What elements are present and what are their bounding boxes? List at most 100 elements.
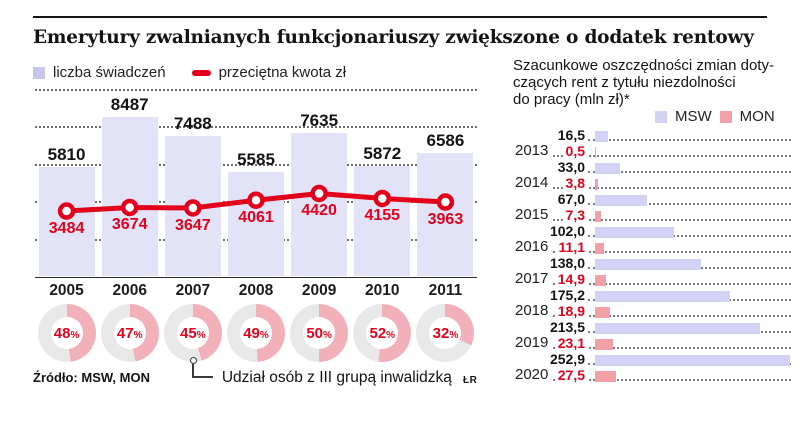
line-value-2010: 4155 [364,207,401,225]
leader-dots [553,315,791,317]
line-marker-2007 [184,199,202,217]
donut-hole-2010: 52% [366,317,399,349]
msw-bar-2014 [595,163,621,174]
line-value-2005: 3484 [48,220,85,238]
mon-bar-2020 [595,371,617,382]
bar-value-2006: 8487 [110,95,149,115]
msw-legend-swatch [655,110,667,123]
callout-line-horizontal [191,376,213,378]
donut-2010: 52% [353,304,412,362]
msw-value-2019: 213,5 [546,319,588,335]
msw-value-2018: 175,2 [546,287,588,303]
line-value-2011: 3963 [427,211,464,229]
line-value-2006: 3674 [111,216,148,234]
line-marker-2009 [310,184,328,203]
msw-value-2013: 16,5 [554,127,588,143]
msw-value-2014: 33,0 [554,159,588,175]
donut-hole-2009: 50% [303,317,336,349]
line-value-2008: 4061 [238,209,274,227]
donut-hole-2008: 49% [240,317,272,349]
percent-sign: % [133,329,143,341]
benefits-chart-legend: liczba świadczeń przeciętna kwota zł [33,64,346,81]
savings-row-msw-2018: 175,2 [515,285,791,303]
x-tick-2007: 2007 [175,282,211,299]
x-tick-2011: 2011 [428,282,463,299]
savings-title-line-3: do pracy (mln zł)* [513,91,630,108]
percent-sign: % [386,329,396,341]
x-tick-2005: 2005 [49,282,84,299]
mon-value-2017: 14,9 [554,271,588,287]
percent-sign: % [196,329,206,341]
x-tick-2010: 2010 [365,282,400,299]
benefits-legend-swatch [33,66,45,79]
leader-dots [553,379,791,381]
bar-value-2011: 6586 [426,130,465,150]
mon-value-2018: 18,9 [554,303,588,319]
leader-dots [588,235,791,237]
donut-2006: 47% [100,304,159,362]
line-value-2007: 3647 [175,216,211,234]
leader-dots [553,283,791,285]
savings-title-line-1: Szacunkowe oszczędności zmian doty- [513,57,774,74]
gridline-6000 [35,163,477,166]
x-tick-2009: 2009 [301,282,337,299]
msw-bar-2017 [595,259,702,270]
bar-value-2009: 7635 [300,111,339,131]
line-marker-2010 [373,189,392,208]
year-label-2018: 2018 [515,303,552,319]
mon-bar-2015 [595,211,601,222]
bar-value-2008: 5585 [237,149,275,169]
average-amount-line [57,184,455,220]
amount-legend-label: przeciętna kwota zł [218,64,347,81]
callout-anchor-dot [190,357,198,364]
mon-value-2014: 3,8 [562,175,588,191]
year-label-2017: 2017 [515,271,552,287]
msw-value-2016: 102,0 [546,223,588,239]
mon-legend-label: MON [739,108,775,125]
mon-bar-2017 [595,275,607,286]
donut-hole-2005: 48% [50,317,83,349]
msw-bar-2018 [595,291,731,302]
savings-row-mon-2014: 2014 3,8 [515,173,791,191]
msw-value-2020: 252,9 [546,351,588,367]
mon-value-2013: 0,5 [562,143,588,159]
msw-bar-2019 [595,323,760,334]
savings-row-mon-2016: 2016 11,1 [515,237,791,255]
savings-row-mon-2017: 2017 14,9 [515,269,791,287]
donut-2008: 49% [227,304,285,362]
gridline-10000 [35,88,477,91]
source-note: Źródło: MSW, MON [33,370,150,385]
donut-2009: 50% [290,304,349,362]
savings-row-msw-2017: 138,0 [515,253,791,271]
year-label-2013: 2013 [515,143,552,159]
bar-value-2007: 7488 [173,113,212,133]
mon-value-2016: 11,1 [555,239,588,255]
mon-value-2019: 23,1 [554,335,588,351]
year-label-2016: 2016 [515,239,552,255]
savings-row-msw-2015: 67,0 [515,189,791,207]
leader-dots [588,139,791,141]
savings-row-mon-2020: 2020 27,5 [515,365,791,383]
leader-dots [553,219,791,221]
year-label-2014: 2014 [515,175,552,191]
leader-dots [553,187,791,189]
gridline-8000 [35,126,477,129]
x-axis [35,276,477,278]
mon-bar-2016 [595,243,604,254]
donut-value-2005: 48% [53,324,80,342]
benefits-legend-label: liczba świadczeń [53,64,166,81]
percent-sign: % [449,329,459,341]
leader-dots [553,347,791,349]
donut-value-2011: 32% [432,324,459,342]
msw-legend-label: MSW [675,108,712,125]
savings-row-msw-2016: 102,0 [515,221,791,239]
line-marker-2006 [120,198,139,217]
donut-hole-2011: 32% [429,317,462,349]
year-label-2020: 2020 [515,367,552,383]
leader-dots [553,155,791,157]
bar-2009 [291,133,348,277]
savings-row-msw-2019: 213,5 [515,317,791,335]
credit-initials: ŁR [463,375,478,386]
msw-bar-2016 [595,227,674,238]
msw-value-2017: 138,0 [546,255,588,271]
